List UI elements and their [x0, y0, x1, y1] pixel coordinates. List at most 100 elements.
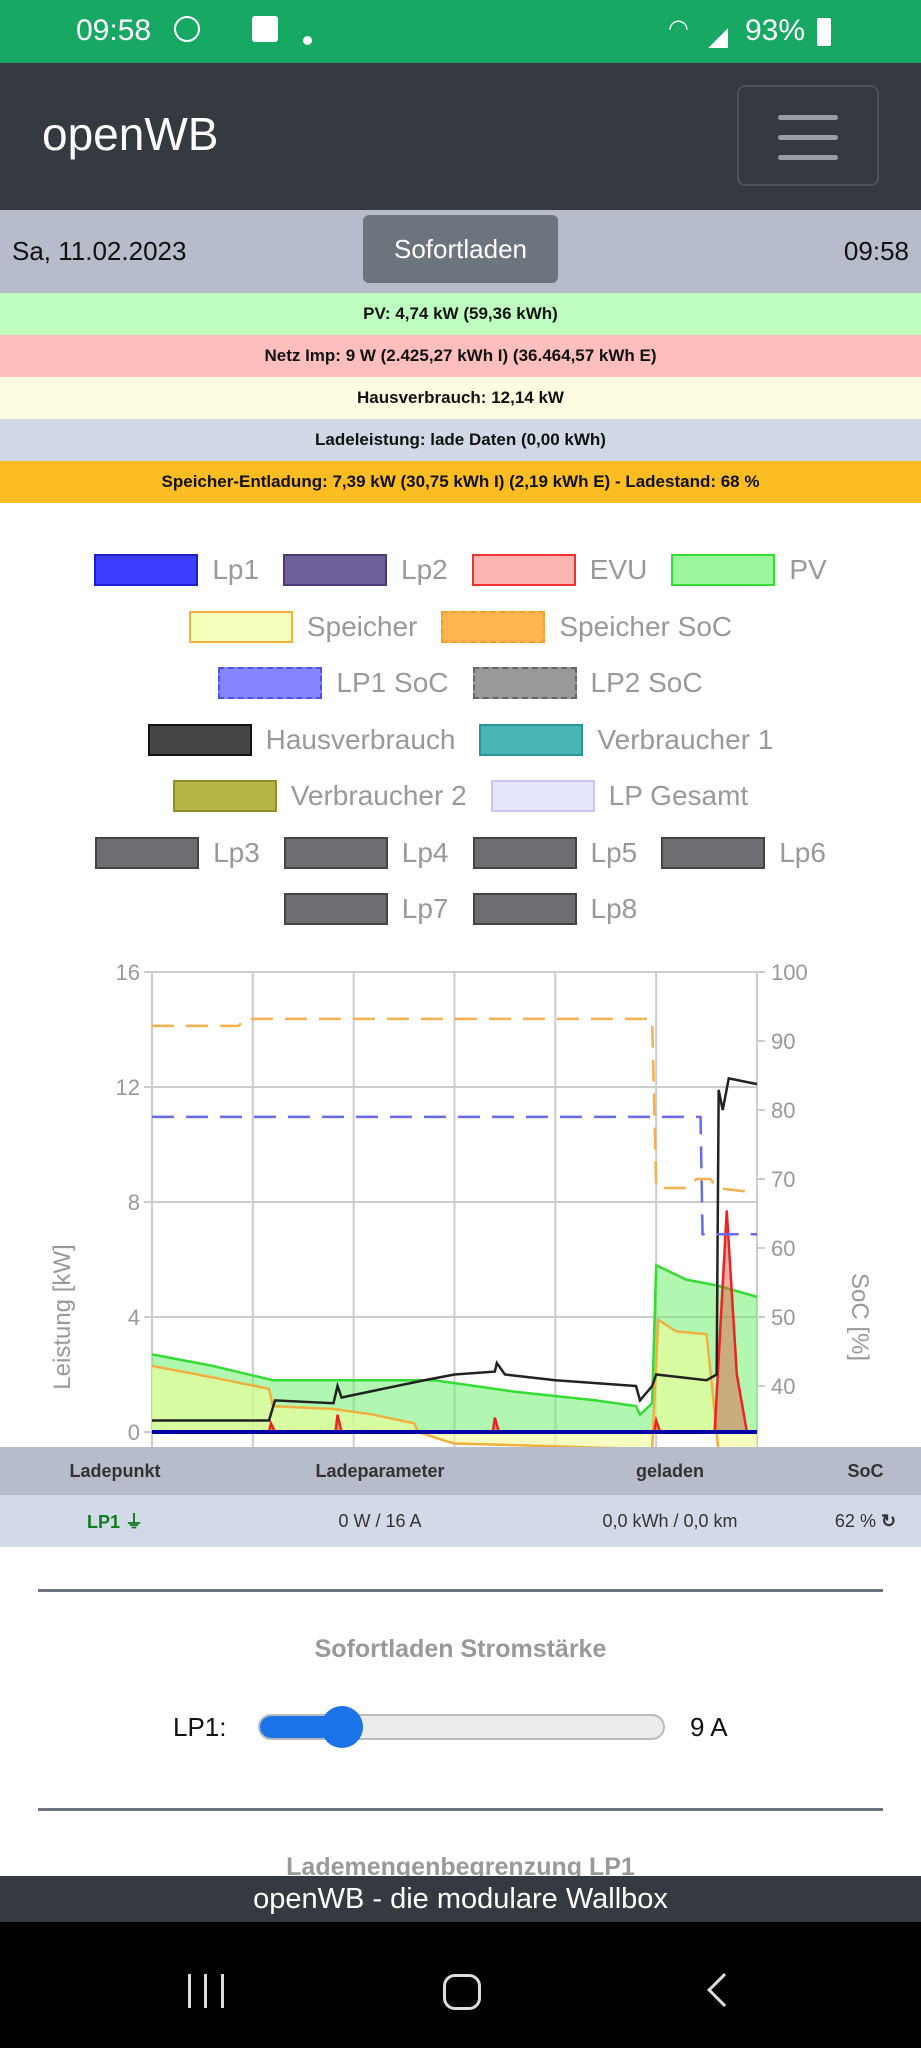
charge-params: 0 W / 16 A [338, 1510, 422, 1531]
gallery-icon [252, 16, 278, 42]
refresh-icon[interactable]: ↻ [880, 1510, 897, 1531]
legend-item[interactable]: Speicher [188, 610, 418, 643]
y2-axis-title: SoC [%] [846, 1273, 873, 1361]
system-nav-bar [0, 1922, 921, 2048]
legend-item[interactable]: LP Gesamt [490, 780, 749, 812]
legend-row: LP1 SoC LP2 SoC [0, 663, 921, 703]
time: 09:58 [843, 236, 909, 266]
series-speicher-soc [152, 1017, 758, 1195]
table-header: Ladepunkt Ladeparameter geladen SoC [0, 1447, 921, 1495]
charge-mode-button[interactable]: Sofortladen [363, 215, 558, 283]
info-row: PV: 4,74 kW (59,36 kWh) [0, 293, 921, 335]
legend-label: Lp5 [590, 836, 638, 868]
col-header: Ladeparameter [315, 1460, 445, 1481]
dot-icon [303, 36, 312, 45]
legend-item[interactable]: LP2 SoC [472, 667, 703, 699]
legend-item[interactable]: LP1 SoC [218, 667, 449, 699]
legend-item[interactable]: EVU [471, 554, 648, 586]
legend-item[interactable]: Verbraucher 1 [479, 723, 774, 756]
legend-label: Verbraucher 2 [290, 780, 467, 811]
battery-percent: 93% [745, 14, 806, 47]
legend-swatch [218, 667, 323, 699]
legend-item[interactable]: Lp8 [472, 893, 637, 925]
divider [38, 1589, 883, 1592]
legend-item[interactable]: Speicher SoC [441, 610, 732, 643]
legend-label: Speicher [306, 610, 418, 642]
legend-label: EVU [589, 554, 648, 585]
battery-icon [817, 18, 831, 46]
y2-tick-label: 90 [771, 1029, 795, 1054]
legend-item[interactable]: Lp3 [95, 836, 260, 869]
y2-tick-label: 60 [771, 1236, 795, 1261]
legend-label: Lp6 [779, 836, 826, 868]
legend-item[interactable]: Lp1 [94, 554, 259, 586]
legend-item[interactable]: Lp7 [283, 893, 449, 925]
hamburger-line [778, 155, 838, 160]
legend-swatch [147, 723, 252, 756]
current-slider[interactable] [258, 1706, 665, 1748]
legend-item[interactable]: Lp5 [472, 836, 638, 869]
legend-item[interactable]: Lp4 [283, 836, 449, 869]
legend-swatch [95, 836, 200, 869]
info-row: Ladeleistung: lade Daten (0,00 kWh) [0, 419, 921, 461]
legend-item[interactable]: Verbraucher 2 [172, 780, 467, 812]
legend-swatch [441, 610, 546, 643]
home-icon[interactable] [443, 1974, 481, 2010]
legend-label: Hausverbrauch [265, 723, 456, 755]
series-speicher [151, 1317, 720, 1450]
legend-swatch [479, 723, 584, 756]
legend-item[interactable]: Lp6 [661, 836, 826, 869]
footer: openWB - die modulare Wallbox [0, 1876, 921, 1922]
menu-button[interactable] [737, 85, 879, 186]
legend-label: LP Gesamt [608, 780, 749, 811]
chargepoint-label: LP1 [86, 1512, 120, 1532]
bmw-icon [174, 16, 200, 42]
legend-swatch [472, 893, 577, 925]
legend-swatch [172, 780, 277, 812]
legend-row: Lp7 Lp8 [0, 889, 921, 929]
legend-swatch [94, 554, 199, 586]
legend-item[interactable]: Hausverbrauch [147, 723, 456, 756]
col-header: geladen [635, 1460, 705, 1481]
slider-value: 9 A [690, 1712, 728, 1742]
hamburger-line [778, 135, 838, 140]
col-header: SoC [847, 1460, 884, 1481]
legend-row: Hausverbrauch Verbraucher 1 [0, 720, 921, 760]
col-header: Ladepunkt [69, 1460, 161, 1481]
legend-swatch [188, 610, 293, 643]
chargepoint-name[interactable]: LP1 ⏚ [0, 1508, 230, 1534]
legend-swatch [472, 836, 577, 869]
y-tick-label: 16 [116, 960, 140, 985]
hamburger-icon [778, 115, 838, 120]
status-time: 09:58 [76, 14, 152, 47]
brand[interactable]: openWB [42, 108, 219, 160]
legend-item[interactable]: Lp2 [283, 554, 448, 586]
legend-item[interactable]: PV [671, 554, 827, 586]
plug-icon: ⏚ [125, 1512, 144, 1532]
legend-label: Lp3 [213, 836, 260, 868]
y-tick-label: 4 [128, 1305, 140, 1330]
legend-row: Verbraucher 2 LP Gesamt [0, 776, 921, 816]
legend-swatch [671, 554, 776, 586]
legend-swatch [283, 554, 388, 586]
charged-amount: 0,0 kWh / 0,0 km [602, 1510, 738, 1531]
legend-label: LP1 SoC [336, 667, 449, 698]
slider-handle[interactable] [321, 1706, 364, 1748]
legend-label: PV [789, 554, 827, 585]
table-row[interactable]: LP1 ⏚ 0 W / 16 A 0,0 kWh / 0,0 km 62 % ↻ [0, 1495, 921, 1547]
legend-row: Lp1 Lp2 EVU PV [0, 550, 921, 590]
legend-label: LP2 SoC [590, 667, 703, 698]
y2-tick-label: 50 [771, 1305, 795, 1330]
legend-label: Verbraucher 1 [597, 723, 774, 755]
y-tick-label: 8 [128, 1190, 140, 1215]
y-tick-label: 12 [116, 1075, 140, 1100]
area-speicher [152, 1319, 757, 1450]
slider-label: LP1: [173, 1712, 227, 1742]
info-row: Netz Imp: 9 W (2.425,27 kWh I) (36.464,5… [0, 335, 921, 377]
power-chart: 1612840-4-8100908070605040302010016:4116… [49, 960, 873, 1450]
back-icon[interactable] [707, 1973, 741, 2007]
status-bar: 09:58 ◠ 93% [0, 0, 921, 63]
signal-icon [708, 28, 728, 48]
recents-icon[interactable] [188, 1974, 224, 2008]
y2-tick-label: 100 [771, 960, 808, 985]
